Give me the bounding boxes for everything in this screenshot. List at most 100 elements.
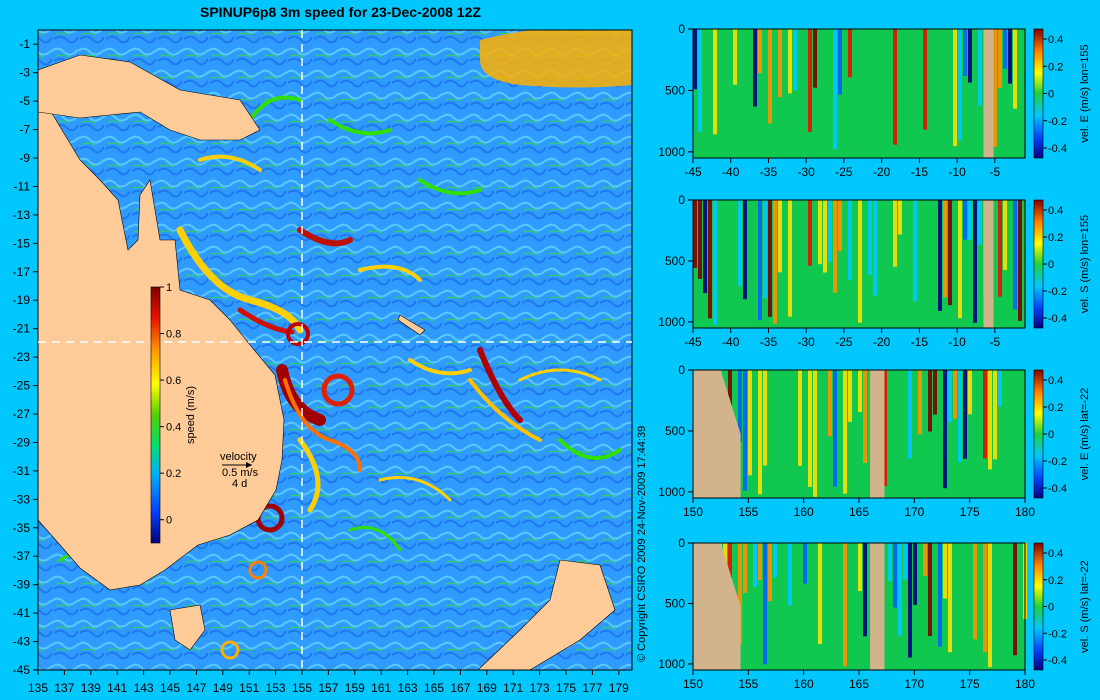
section-stripe [808, 29, 812, 132]
map-y-tick-label: -1 [19, 37, 30, 51]
section-stripe [713, 29, 717, 135]
section-stripe [963, 29, 967, 77]
map-x-tick-label: 155 [292, 681, 312, 695]
section-stripe [848, 370, 852, 422]
section-x-tick-label: -35 [760, 165, 778, 179]
section-stripe [863, 543, 867, 637]
map-x-tick-label: 143 [134, 681, 154, 695]
velocity-colorbar-tick-label: 0 [1048, 429, 1054, 441]
section-stripe [868, 200, 872, 275]
section-stripe [903, 543, 907, 580]
section-y-tick-label: 0 [678, 193, 685, 207]
map-y-tick-label: -17 [13, 265, 31, 279]
velocity-colorbar-tick-label: -0.2 [1048, 456, 1067, 468]
section-x-tick-label: -10 [948, 335, 966, 349]
velocity-colorbar-label: vel. E (m/s) lat=-22 [1079, 388, 1091, 481]
section-background [693, 29, 1025, 158]
velocity-arrow-head [246, 462, 252, 468]
speed-map: 135 137 139 141 143 145 147 149 151 153 155 157 159 1… [13, 29, 633, 695]
section-stripe [908, 543, 912, 658]
section-x-tick-label: -40 [722, 335, 740, 349]
section-stripe [818, 543, 822, 645]
section-stripe [698, 200, 702, 279]
section-stripe [913, 200, 917, 302]
section-stripe [863, 370, 867, 463]
section-stripe [763, 543, 767, 665]
section-stripe [988, 543, 992, 668]
map-y-tick-label: -25 [13, 379, 31, 393]
section-stripe [873, 200, 877, 296]
map-y-tick-label: -9 [19, 151, 30, 165]
section-stripe [788, 200, 792, 317]
map-x-tick-label: 159 [345, 681, 365, 695]
section-stripe [943, 370, 947, 489]
section-stripe [1008, 29, 1012, 84]
land-new-caledonia [397, 314, 426, 336]
section-y-tick-label: 1000 [658, 485, 685, 499]
map-y-tick-label: -37 [13, 549, 31, 563]
section-stripe [733, 29, 737, 85]
section-x-tick-label: 170 [904, 677, 924, 691]
land-australia [38, 109, 285, 591]
section-y-tick-label: 0 [678, 22, 685, 36]
map-x-tick-label: 139 [81, 681, 101, 695]
map-y-tick-label: -5 [19, 94, 30, 108]
section-stripe [743, 370, 747, 491]
section-y-tick-label: 1000 [658, 657, 685, 671]
speed-colorbar [150, 286, 161, 544]
map-x-tick-label: 151 [239, 681, 259, 695]
section-stripe [788, 29, 792, 94]
map-x-tick-label: 153 [266, 681, 286, 695]
map-y-tick-label: -7 [19, 123, 30, 137]
map-x-tick-label: 173 [530, 681, 550, 695]
section-x-tick-label: 165 [849, 677, 869, 691]
velocity-colorbar-tick-label: 0.2 [1048, 575, 1063, 587]
section-stripe [833, 370, 837, 487]
section-stripe [753, 29, 757, 107]
section-stripe [833, 200, 837, 293]
section-stripe [893, 543, 897, 608]
section-stripe [948, 370, 952, 423]
section-stripe [828, 200, 832, 262]
velocity-colorbar-tick-label: 0.4 [1048, 205, 1063, 217]
map-x-tick-label: 167 [450, 681, 470, 695]
section-x-tick-label: 160 [794, 677, 814, 691]
section-stripe [983, 543, 987, 653]
speed-colorbar-tick-label: 0.2 [166, 468, 181, 480]
section-stripe [938, 543, 942, 647]
map-x-tick-label: 169 [477, 681, 497, 695]
section-panels: -45 -40 -35 -30 -25 -20 -15 -10 -5 0 500 1000 0.4 0.2… [658, 22, 1091, 691]
section-stripe [993, 29, 997, 147]
section-y-tick-label: 500 [665, 254, 685, 268]
section-stripe [983, 370, 987, 459]
velocity-colorbar [1033, 28, 1044, 159]
section-stripe [703, 200, 707, 294]
section-frame [692, 199, 1026, 329]
velocity-colorbar-label: vel. S (m/s) lon=155 [1079, 215, 1091, 313]
velocity-colorbar-tick-label: 0 [1048, 259, 1054, 271]
section-stripe [778, 200, 782, 273]
speed-colorbar-tick-label: 0.8 [166, 329, 181, 341]
section-stripe [973, 543, 977, 640]
velocity-colorbar [1033, 542, 1044, 671]
section-stripe [768, 200, 772, 317]
section-stripe [713, 200, 717, 325]
section-stripe [808, 370, 812, 487]
velocity-colorbar-tick-label: -0.2 [1048, 628, 1067, 640]
section-stripe [948, 543, 952, 653]
section-stripe [773, 200, 777, 324]
velocity-legend-title: velocity [220, 451, 257, 463]
velocity-colorbar-tick-label: 0.4 [1048, 34, 1063, 46]
section-x-tick-label: -5 [989, 165, 1000, 179]
section-x-tick-label: 180 [1015, 677, 1035, 691]
section-stripe [928, 543, 932, 636]
map-x-tick-label: 157 [318, 681, 338, 695]
section-stripe [823, 200, 827, 273]
velocity-colorbar-tick-label: -0.2 [1048, 116, 1067, 128]
section-x-tick-label: 175 [960, 677, 980, 691]
speed-colorbar-ticks: 0 0.2 0.4 0.6 0.8 1 [160, 282, 181, 527]
section-x-tick-label: -35 [760, 335, 778, 349]
section-x-tick-label: 150 [683, 505, 703, 519]
section-stripe [858, 543, 862, 592]
section-stripe [918, 370, 922, 435]
